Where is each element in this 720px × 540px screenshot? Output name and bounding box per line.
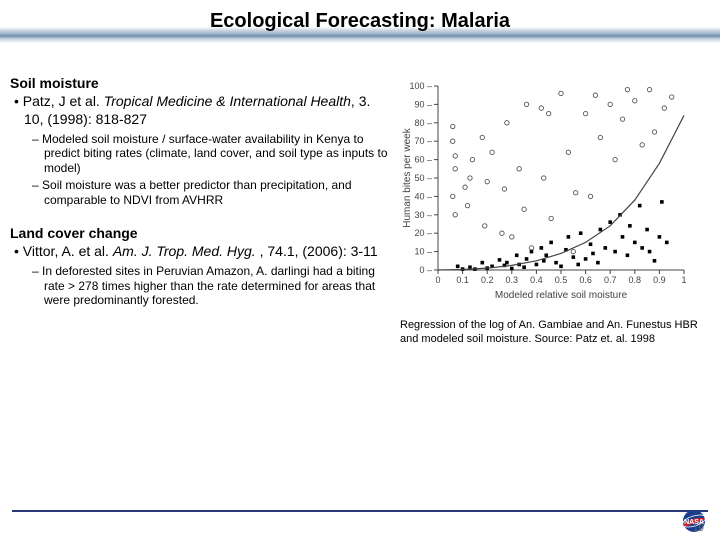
svg-text:Human bites per week: Human bites per week (402, 127, 413, 227)
chart-caption: Regression of the log of An. Gambiae and… (400, 318, 700, 347)
section1-sublist: Modeled soil moisture / surface-water av… (44, 132, 390, 207)
page-number: 19 (693, 523, 704, 534)
section1-citation: • Patz, J et al. Tropical Medicine & Int… (24, 93, 390, 128)
footer-divider (12, 510, 708, 512)
svg-text:30 –: 30 – (414, 210, 432, 220)
svg-text:0.5: 0.5 (555, 275, 568, 285)
section2: Land cover change • Vittor, A. et al. Am… (10, 225, 390, 308)
page-title: Ecological Forecasting: Malaria (0, 10, 720, 33)
svg-text:0.4: 0.4 (530, 275, 543, 285)
svg-text:0.1: 0.1 (456, 275, 469, 285)
cite2-prefix: • Vittor, A. et al. (14, 243, 113, 259)
cite-prefix: • Patz, J et al. (14, 93, 104, 109)
section2-sub1: In deforested sites in Peruvian Amazon, … (44, 264, 390, 307)
svg-text:90 –: 90 – (414, 99, 432, 109)
svg-text:10 –: 10 – (414, 247, 432, 257)
svg-text:0: 0 (435, 275, 440, 285)
left-column: Soil moisture • Patz, J et al. Tropical … (10, 75, 400, 347)
svg-text:Modeled relative soil moisture: Modeled relative soil moisture (495, 290, 628, 300)
svg-text:50 –: 50 – (414, 173, 432, 183)
svg-text:40 –: 40 – (414, 191, 432, 201)
svg-text:0.8: 0.8 (629, 275, 642, 285)
svg-text:0.7: 0.7 (604, 275, 617, 285)
svg-text:100 –: 100 – (409, 81, 432, 91)
section1-sub2: Soil moisture was a better predictor tha… (44, 178, 390, 207)
svg-text:0.6: 0.6 (579, 275, 592, 285)
svg-text:0 –: 0 – (419, 265, 432, 275)
svg-text:1: 1 (681, 275, 686, 285)
section2-citation: • Vittor, A. et al. Am. J. Trop. Med. Hy… (24, 243, 390, 261)
cite2-suffix: , 74.1, (2006): 3-11 (256, 243, 378, 259)
header-band: Ecological Forecasting: Malaria (0, 0, 720, 60)
section2-heading: Land cover change (10, 225, 390, 241)
content-area: Soil moisture • Patz, J et al. Tropical … (0, 60, 720, 347)
svg-text:0.9: 0.9 (653, 275, 666, 285)
svg-text:80 –: 80 – (414, 118, 432, 128)
section1-sub1: Modeled soil moisture / surface-water av… (44, 132, 390, 175)
section1-heading: Soil moisture (10, 75, 390, 91)
cite2-journal: Am. J. Trop. Med. Hyg. (113, 243, 256, 259)
cite-journal: Tropical Medicine & International Health (104, 93, 351, 109)
right-column: 0 – 10 – 20 – 30 – 40 – 50 – 60 – 70 – 80 – 90 – 1… (400, 75, 700, 347)
svg-text:0.2: 0.2 (481, 275, 494, 285)
scatter-chart: 0 – 10 – 20 – 30 – 40 – 50 – 60 – 70 – 80 – 90 – 1… (400, 80, 690, 300)
svg-text:70 –: 70 – (414, 136, 432, 146)
svg-text:60 –: 60 – (414, 155, 432, 165)
svg-text:20 –: 20 – (414, 228, 432, 238)
svg-text:0.3: 0.3 (506, 275, 519, 285)
section2-sublist: In deforested sites in Peruvian Amazon, … (44, 264, 390, 307)
